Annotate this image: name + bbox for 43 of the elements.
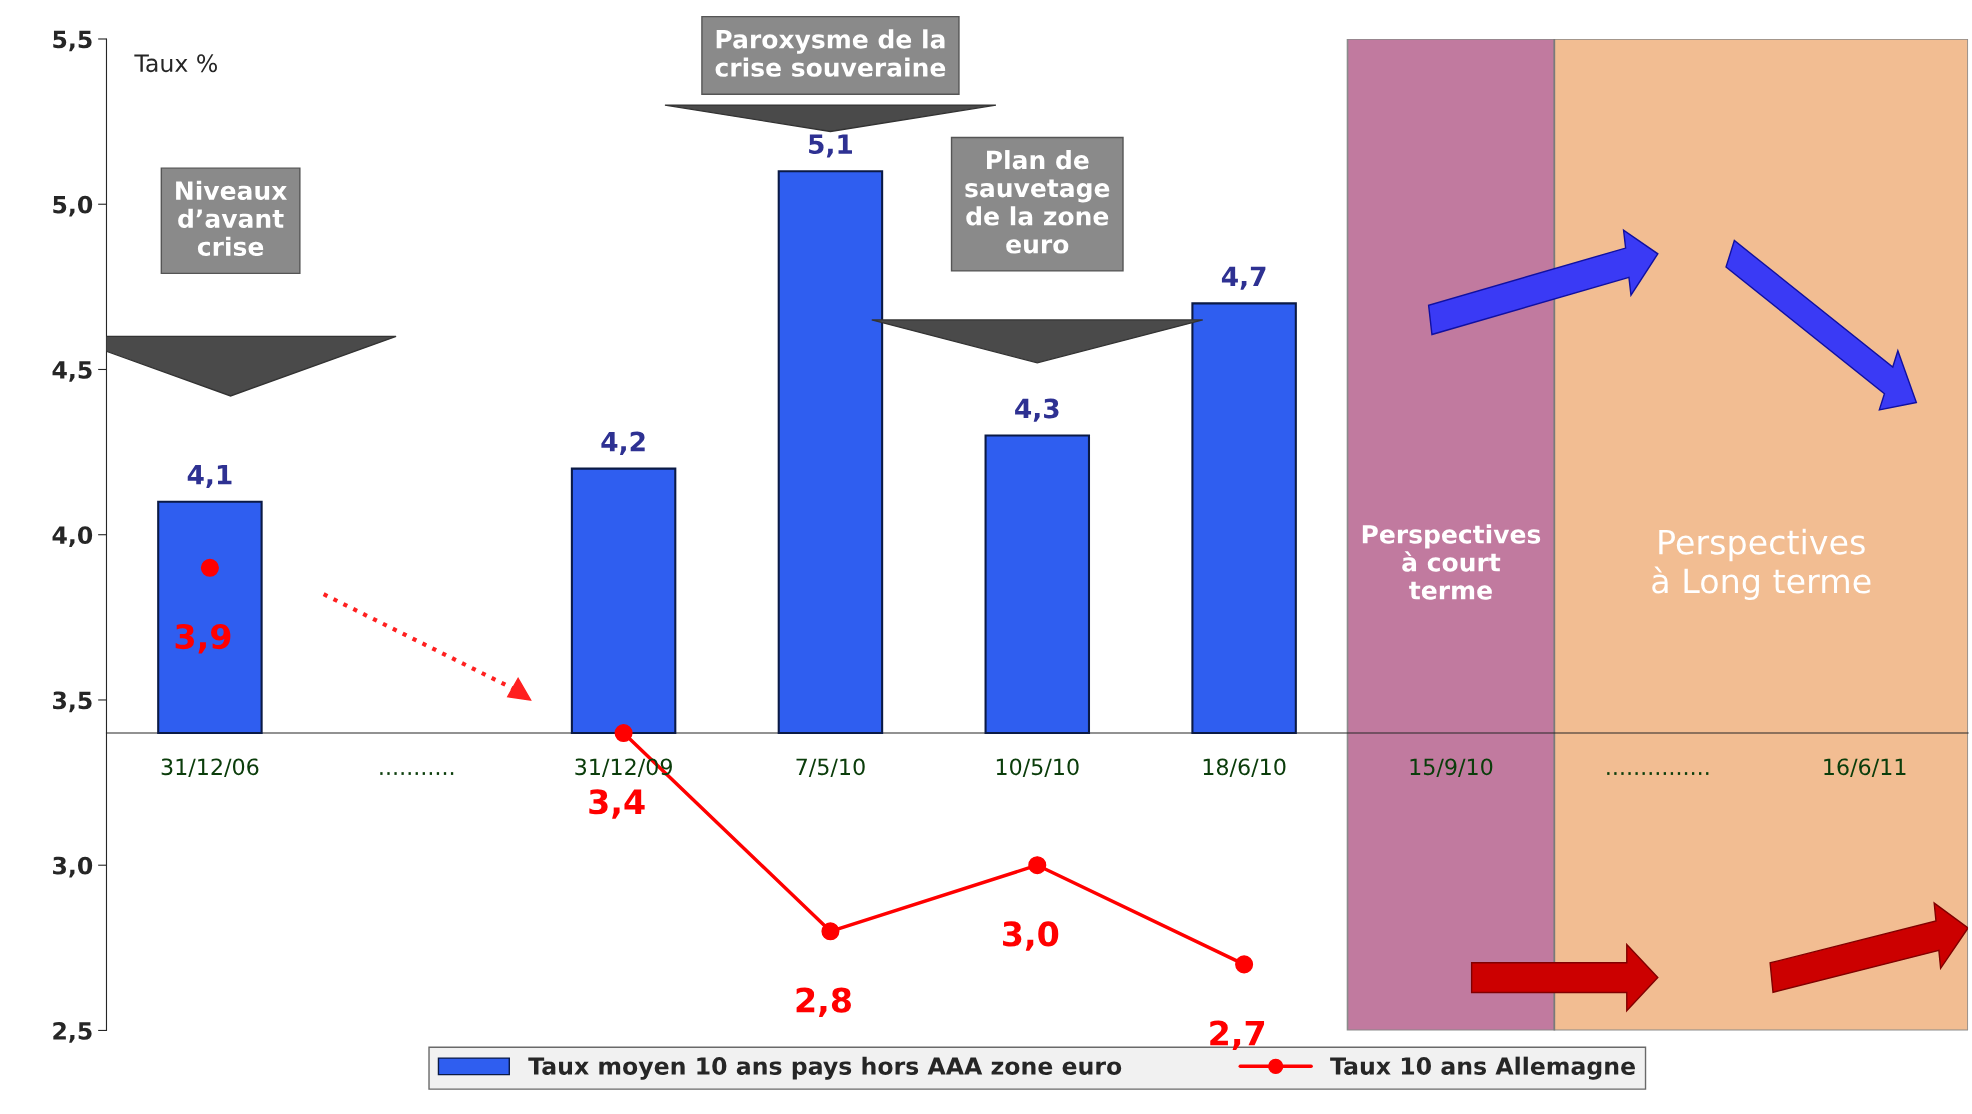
data-label: 3,0 [1003,921,1059,951]
y-tick-label: 5,0 [53,195,93,217]
x-tick-label: 31/12/06 [161,758,259,777]
band-label: Perspectives à Long terme [1652,528,1871,601]
annotation: Niveaux d’avant crise [176,180,287,257]
bar [1191,302,1297,735]
x-tick-label: 10/5/10 [996,758,1079,777]
point [821,922,840,941]
data-label: 2,7 [1210,1020,1265,1050]
legend-label: Taux 10 ans Allemagne [1330,1056,1635,1080]
point [1028,856,1047,875]
bar [777,170,884,735]
y-tick-label: 3,5 [53,691,92,713]
point [1235,955,1254,974]
legend-label: Taux moyen 10 ans pays hors AAA zone euro [528,1056,1122,1080]
y-tick-label: 4,0 [52,526,93,548]
x-tick-label: ........... [380,772,454,775]
y-tick-label: 2,5 [53,1021,92,1043]
data-label: 4,7 [1221,266,1266,290]
annotation: Plan de sauvetage de la zone euro [965,150,1110,254]
y-tick-label: 5,5 [53,30,92,52]
data-label: 5,1 [809,134,852,158]
bar [984,434,1091,735]
y-tick-label: 3,0 [53,856,93,878]
point [200,558,219,577]
band-label: Perspectives à court terme [1362,524,1541,600]
y-tick-label: 4,5 [52,361,92,382]
x-tick-label: ............... [1607,772,1709,775]
y-axis-title: Taux % [134,54,217,73]
data-label: 4,2 [601,431,645,455]
x-tick-label: 18/6/10 [1203,758,1286,777]
data-label: 4,1 [187,464,232,488]
data-label: 3,9 [175,623,231,654]
x-tick-label: 7/5/10 [796,758,865,777]
data-label: 2,8 [796,987,851,1017]
data-label: 3,4 [589,789,645,819]
point [614,723,633,743]
bar [570,467,677,735]
annotation: Paroxysme de la crise souveraine [715,29,946,77]
bar [157,500,263,735]
data-label: 4,3 [1015,398,1059,422]
x-tick-label: 15/9/10 [1410,758,1493,777]
x-tick-label: 16/6/11 [1824,758,1906,777]
